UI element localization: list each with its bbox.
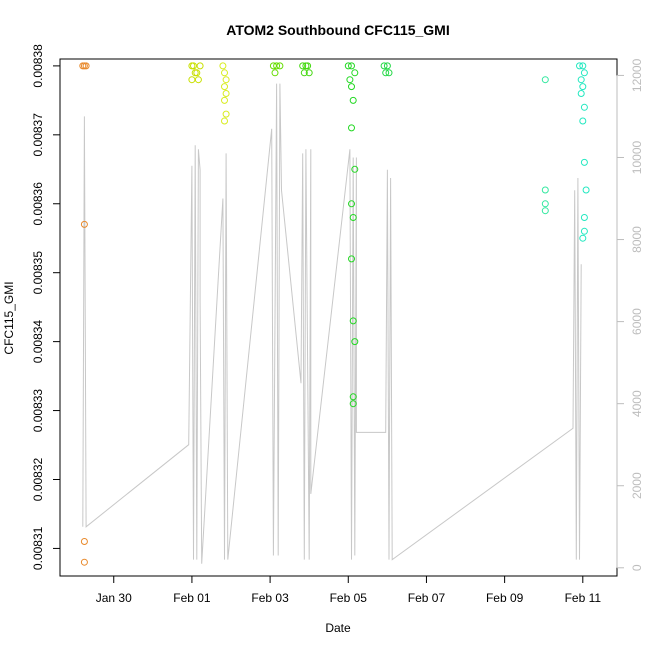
- x-axis-label: Date: [325, 621, 351, 635]
- data-point-2-2: [222, 76, 230, 84]
- chart-title: ATOM2 Southbound CFC115_GMI: [226, 22, 450, 38]
- x-axis: Jan 30 Feb 01 Feb 03 Feb 05 Feb 07 Feb 09 Feb …: [96, 575, 602, 605]
- data-point-5-2: [351, 69, 359, 77]
- data-point-5-4: [348, 83, 355, 91]
- data-point-5-9: [349, 214, 357, 221]
- data-point-8-4: [579, 83, 587, 91]
- data-point-0-3: [80, 220, 88, 228]
- x-tick-label: Jan 30: [96, 591, 132, 605]
- data-point-4-3: [300, 69, 308, 77]
- x-tick-label: Feb 05: [330, 591, 368, 605]
- data-point-8-3: [577, 76, 585, 84]
- y2-tick-label: 12000: [630, 58, 644, 92]
- y2-axis: 0 2000 4000 6000 8000 10000 12000: [616, 58, 644, 571]
- data-point-5-13: [349, 393, 357, 401]
- data-point-3-3: [271, 69, 279, 77]
- data-point-7-1: [541, 186, 549, 194]
- data-point-0-4: [80, 538, 88, 545]
- data-point-4-2: [305, 69, 313, 77]
- data-point-5-6: [348, 124, 355, 132]
- data-point-5-12: [351, 338, 359, 346]
- data-point-2-5: [221, 96, 228, 104]
- y-tick-label: 0.00838: [31, 44, 45, 88]
- data-point-1-5: [196, 62, 204, 70]
- data-point-8-8: [580, 158, 588, 166]
- y2-tick-label: 10000: [630, 140, 644, 174]
- data-point-5-11: [349, 317, 357, 325]
- y-tick-label: 0.00835: [31, 251, 45, 295]
- data-point-4-4: [304, 62, 312, 70]
- data-point-8-5: [577, 90, 585, 97]
- data-point-6-3: [382, 69, 390, 77]
- data-point-5-0: [344, 62, 352, 70]
- data-point-4-0: [299, 62, 307, 70]
- data-point-1-4: [193, 69, 201, 77]
- data-point-8-10: [580, 214, 588, 221]
- data-point-8-12: [579, 234, 587, 242]
- data-point-6-1: [383, 62, 391, 70]
- x-tick-label: Feb 11: [565, 591, 602, 605]
- data-point-2-4: [222, 90, 230, 97]
- x-tick-label: Feb 07: [408, 591, 446, 605]
- y-tick-label: 0.00836: [31, 182, 45, 226]
- altitude-line: [82, 83, 582, 564]
- y-tick-label: 0.00833: [31, 389, 45, 433]
- y-tick-label: 0.00831: [31, 526, 45, 570]
- altitude-layer: [82, 83, 582, 564]
- data-point-8-11: [580, 227, 588, 235]
- data-point-5-8: [348, 200, 355, 208]
- y-tick-label: 0.00837: [31, 113, 45, 157]
- data-point-2-6: [222, 110, 230, 118]
- y2-tick-label: 8000: [630, 226, 644, 253]
- y-tick-label: 0.00834: [31, 320, 45, 364]
- data-point-3-2: [276, 62, 284, 70]
- data-point-7-3: [541, 207, 549, 215]
- points-layer: [79, 62, 590, 566]
- y-tick-label: 0.00832: [31, 457, 45, 501]
- data-point-2-0: [219, 62, 227, 70]
- data-point-0-5: [80, 558, 88, 566]
- x-tick-label: Feb 01: [173, 591, 211, 605]
- data-point-1-3: [190, 62, 197, 70]
- y-axis: 0.00831 0.00832 0.00833 0.00834 0.00835 0.008…: [31, 44, 61, 570]
- data-point-8-2: [580, 69, 588, 77]
- data-point-8-1: [579, 62, 587, 70]
- data-point-7-2: [541, 200, 549, 208]
- data-point-6-0: [380, 62, 388, 70]
- data-point-8-7: [579, 117, 587, 125]
- y2-tick-label: 2000: [630, 472, 644, 499]
- x-tick-label: Feb 03: [251, 591, 289, 605]
- data-point-6-2: [385, 69, 393, 77]
- data-point-2-1: [221, 69, 228, 77]
- data-point-8-6: [580, 103, 588, 111]
- data-point-8-0: [576, 62, 583, 70]
- data-point-2-3: [221, 83, 228, 91]
- data-point-7-0: [541, 76, 549, 84]
- data-point-5-10: [348, 255, 355, 263]
- y2-tick-label: 4000: [630, 390, 644, 417]
- data-point-5-3: [346, 76, 354, 84]
- data-point-0-2: [82, 62, 90, 70]
- data-point-5-1: [348, 62, 355, 70]
- x-tick-label: Feb 09: [486, 591, 524, 605]
- data-point-1-2: [194, 76, 202, 84]
- data-point-8-9: [582, 186, 590, 194]
- data-point-3-1: [273, 62, 281, 70]
- y2-tick-label: 6000: [630, 308, 644, 335]
- data-point-2-7: [221, 117, 228, 125]
- y-axis-label: CFC115_GMI: [2, 281, 16, 354]
- data-point-5-14: [349, 400, 357, 408]
- y2-tick-label: 0: [630, 564, 644, 571]
- data-point-5-7: [351, 165, 359, 173]
- data-point-5-5: [349, 96, 357, 104]
- data-point-1-6: [188, 76, 196, 84]
- plot-area-border: [59, 58, 618, 577]
